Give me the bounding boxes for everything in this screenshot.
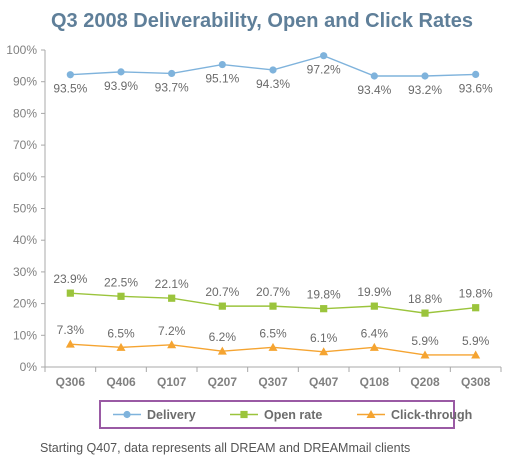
data-point-delivery — [472, 70, 480, 79]
y-tick-label: 60% — [13, 170, 37, 184]
data-label-open-rate: 20.7% — [205, 285, 239, 299]
y-tick-label: 30% — [13, 265, 37, 279]
data-label-click-through: 5.9% — [462, 334, 490, 348]
data-point-open-rate — [117, 292, 125, 300]
data-label-click-through: 6.1% — [310, 331, 338, 345]
data-point-open-rate — [66, 289, 74, 297]
data-point-delivery — [320, 52, 328, 60]
plot-area: 93.5% 93.9% 93.7% 95.1% 94.3% 97.2% 93.4% 93.2%… — [53, 52, 493, 359]
data-point-click-through — [471, 350, 481, 359]
data-label-click-through: 7.2% — [158, 324, 186, 338]
y-tick-label: 50% — [13, 202, 37, 216]
data-point-delivery — [117, 68, 125, 76]
y-tick-label: 40% — [13, 233, 37, 247]
x-tick-label: Q208 — [410, 375, 440, 389]
data-point-open-rate — [269, 302, 277, 310]
legend: Delivery Open rate Click-through — [99, 400, 472, 429]
data-label-open-rate: 19.9% — [357, 285, 391, 299]
data-label-click-through: 7.3% — [57, 323, 85, 337]
data-label-click-through: 6.2% — [209, 330, 237, 344]
y-tick-label: 100% — [6, 43, 37, 57]
data-point-delivery — [370, 72, 378, 80]
data-point-click-through — [268, 342, 278, 351]
data-point-open-rate — [421, 309, 429, 317]
legend-label-delivery: Delivery — [147, 408, 196, 422]
data-point-open-rate — [320, 305, 328, 313]
data-point-click-through — [116, 342, 126, 351]
x-tick-label: Q207 — [208, 375, 238, 389]
data-label-open-rate: 19.8% — [459, 287, 493, 301]
data-label-delivery: 93.9% — [104, 79, 138, 93]
data-label-click-through: 5.9% — [411, 334, 439, 348]
data-label-open-rate: 19.8% — [307, 288, 341, 302]
data-label-delivery: 93.5% — [53, 82, 87, 96]
x-tick-label: Q407 — [309, 375, 339, 389]
legend-label-click-through: Click-through — [391, 408, 472, 422]
data-point-open-rate — [370, 302, 378, 310]
data-point-delivery — [168, 69, 176, 78]
data-label-click-through: 6.5% — [107, 326, 135, 340]
data-label-open-rate: 22.5% — [104, 275, 138, 289]
data-point-click-through — [217, 346, 227, 355]
legend-label-open-rate: Open rate — [264, 408, 322, 422]
series-delivery: 93.5% 93.9% 93.7% 95.1% 94.3% 97.2% 93.4% 93.2%… — [53, 52, 493, 97]
data-label-click-through: 6.5% — [259, 326, 287, 340]
data-point-click-through — [167, 340, 177, 349]
data-point-click-through — [420, 350, 430, 359]
data-point-delivery — [66, 71, 74, 79]
y-tick-label: 70% — [13, 138, 37, 152]
data-point-click-through — [369, 342, 379, 351]
data-label-delivery: 93.7% — [155, 80, 189, 94]
footnote: Starting Q407, data represents all DREAM… — [40, 441, 411, 455]
x-tick-label: Q306 — [56, 375, 86, 389]
data-point-open-rate — [472, 304, 480, 312]
data-point-click-through — [65, 339, 75, 348]
x-tick-label: Q307 — [258, 375, 288, 389]
data-point-delivery — [218, 60, 226, 69]
data-point-open-rate — [218, 302, 226, 310]
legend-box — [99, 400, 455, 429]
data-label-click-through: 6.4% — [361, 326, 389, 340]
series-open-rate: 23.9% 22.5% 22.1% 20.7% 20.7% 19.8% 19.9% 18.8%… — [53, 272, 493, 317]
data-label-delivery: 94.3% — [256, 77, 290, 91]
y-tick-label: 10% — [13, 328, 37, 342]
data-label-delivery: 97.2% — [307, 63, 341, 77]
x-tick-label: Q308 — [461, 375, 491, 389]
y-tick-label: 0% — [20, 360, 38, 374]
data-point-click-through — [319, 347, 329, 356]
legend-marker-click-through — [366, 410, 376, 418]
y-tick-label: 20% — [13, 297, 37, 311]
data-label-delivery: 93.2% — [408, 83, 442, 97]
y-tick-label: 80% — [13, 106, 37, 120]
x-tick-label: Q108 — [360, 375, 390, 389]
x-tick-label: Q406 — [106, 375, 136, 389]
data-point-delivery — [421, 72, 429, 80]
legend-marker-open-rate — [240, 410, 248, 419]
legend-marker-delivery — [123, 410, 131, 419]
data-label-delivery: 93.4% — [357, 83, 391, 97]
axes: 0% 10% 20% 30% 40% 50% 60% 70% 80% 90% 100% Q306 Q40… — [6, 43, 502, 389]
data-label-open-rate: 20.7% — [256, 285, 290, 299]
data-label-delivery: 93.6% — [459, 81, 493, 95]
data-label-open-rate: 18.8% — [408, 292, 442, 306]
data-point-open-rate — [168, 294, 176, 302]
x-tick-label: Q107 — [157, 375, 187, 389]
data-label-open-rate: 22.1% — [155, 277, 189, 291]
chart-title: Q3 2008 Deliverability, Open and Click R… — [51, 10, 473, 32]
data-label-delivery: 95.1% — [205, 72, 239, 86]
data-point-delivery — [269, 66, 277, 74]
data-label-open-rate: 23.9% — [53, 272, 87, 286]
series-click-through: 7.3% 6.5% 7.2% 6.2% 6.5% 6.1% 6.4% 5.9% 5.9% — [57, 323, 490, 359]
y-tick-label: 90% — [13, 75, 37, 89]
